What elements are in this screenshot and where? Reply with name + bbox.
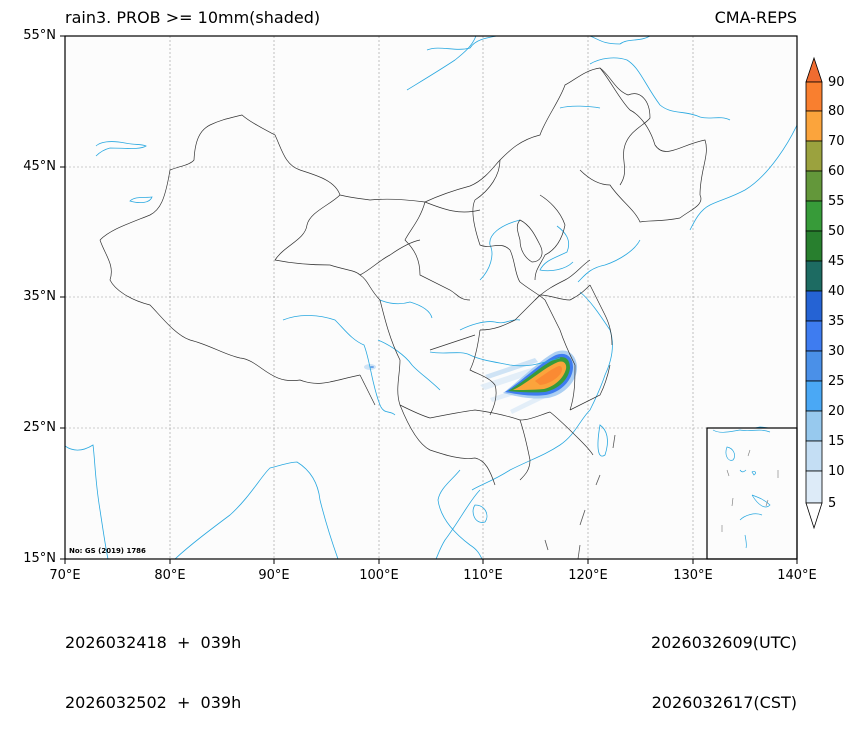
colorbar-label-30: 30 — [828, 344, 845, 359]
valid-time-cst: 2026032617(CST) — [651, 693, 797, 712]
lat-label-35n: 35°N — [23, 289, 56, 304]
colorbar-label-60: 60 — [828, 164, 845, 179]
init-time-block: 2026032418 + 039h 2026032502 + 039h — [65, 593, 241, 733]
colorbar-label-90: 90 — [828, 75, 845, 90]
map-area — [65, 36, 797, 559]
south-china-sea-inset — [706, 427, 798, 560]
valid-time-utc: 2026032609(UTC) — [651, 633, 797, 652]
admin-boundaries — [99, 67, 707, 486]
colorbar-label-35: 35 — [828, 314, 845, 329]
model-name: CMA-REPS — [714, 8, 797, 27]
precip-main-band — [503, 350, 578, 399]
colorbar-label-55: 55 — [828, 194, 845, 209]
lon-label-90e: 90°E — [258, 568, 290, 583]
maritime-boundary-segments — [544, 434, 616, 559]
lon-label-80e: 80°E — [154, 568, 186, 583]
lat-label-55n: 55°N — [23, 28, 56, 43]
valid-time-block: 2026032609(UTC) 2026032617(CST) — [651, 593, 797, 733]
colorbar-label-5: 5 — [828, 496, 837, 511]
colorbar-label-25: 25 — [828, 374, 845, 389]
colorbar-label-45: 45 — [828, 254, 845, 269]
lat-label-25n: 25°N — [23, 420, 56, 435]
map-approval-number: No: GS (2019) 1786 — [69, 547, 146, 555]
colorbar-label-70: 70 — [828, 134, 845, 149]
colorbar-label-50: 50 — [828, 224, 845, 239]
lon-label-140e: 140°E — [777, 568, 817, 583]
colorbar-label-10: 10 — [828, 464, 845, 479]
axis-ticks — [60, 35, 798, 564]
colorbar-label-80: 80 — [828, 104, 845, 119]
map-figure — [60, 35, 823, 564]
colorbar — [805, 56, 823, 530]
colorbar-label-15: 15 — [828, 434, 845, 449]
graticule — [65, 36, 797, 559]
init-time-utc: 2026032418 + 039h — [65, 633, 242, 652]
lon-label-100e: 100°E — [359, 568, 399, 583]
lon-label-130e: 130°E — [673, 568, 713, 583]
lat-label-15n: 15°N — [23, 551, 56, 566]
lat-label-45n: 45°N — [23, 159, 56, 174]
lon-label-120e: 120°E — [568, 568, 608, 583]
colorbar-label-20: 20 — [828, 404, 845, 419]
chart-title: rain3. PROB >= 10mm(shaded) — [65, 8, 321, 27]
lon-label-70e: 70°E — [49, 568, 81, 583]
lon-label-110e: 110°E — [463, 568, 503, 583]
coastlines — [65, 36, 797, 559]
colorbar-label-40: 40 — [828, 284, 845, 299]
init-time-cst: 2026032502 + 039h — [65, 693, 242, 712]
